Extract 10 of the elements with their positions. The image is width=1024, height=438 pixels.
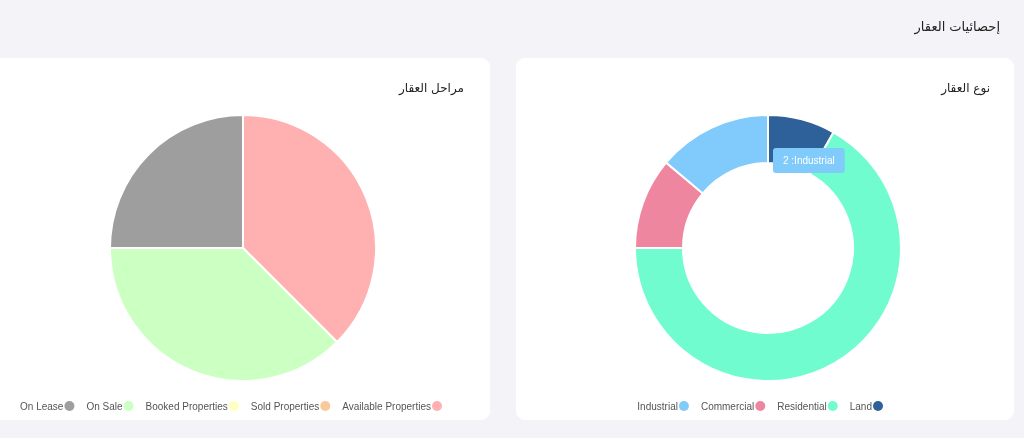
chart-title: مراحل العقار — [397, 81, 464, 96]
legend-label: Residential — [777, 400, 827, 412]
legend-label: On Lease — [20, 400, 64, 412]
legend-label: Industrial — [637, 400, 678, 412]
text: نوع العقار — [940, 81, 990, 96]
legend-label: Land — [849, 400, 872, 412]
text: إحصائيات العقار — [913, 19, 1000, 35]
legend-label: On Sale — [86, 400, 124, 412]
legend-label: Commercial — [700, 400, 755, 412]
tooltip: 2 :Industrial — [773, 148, 845, 173]
